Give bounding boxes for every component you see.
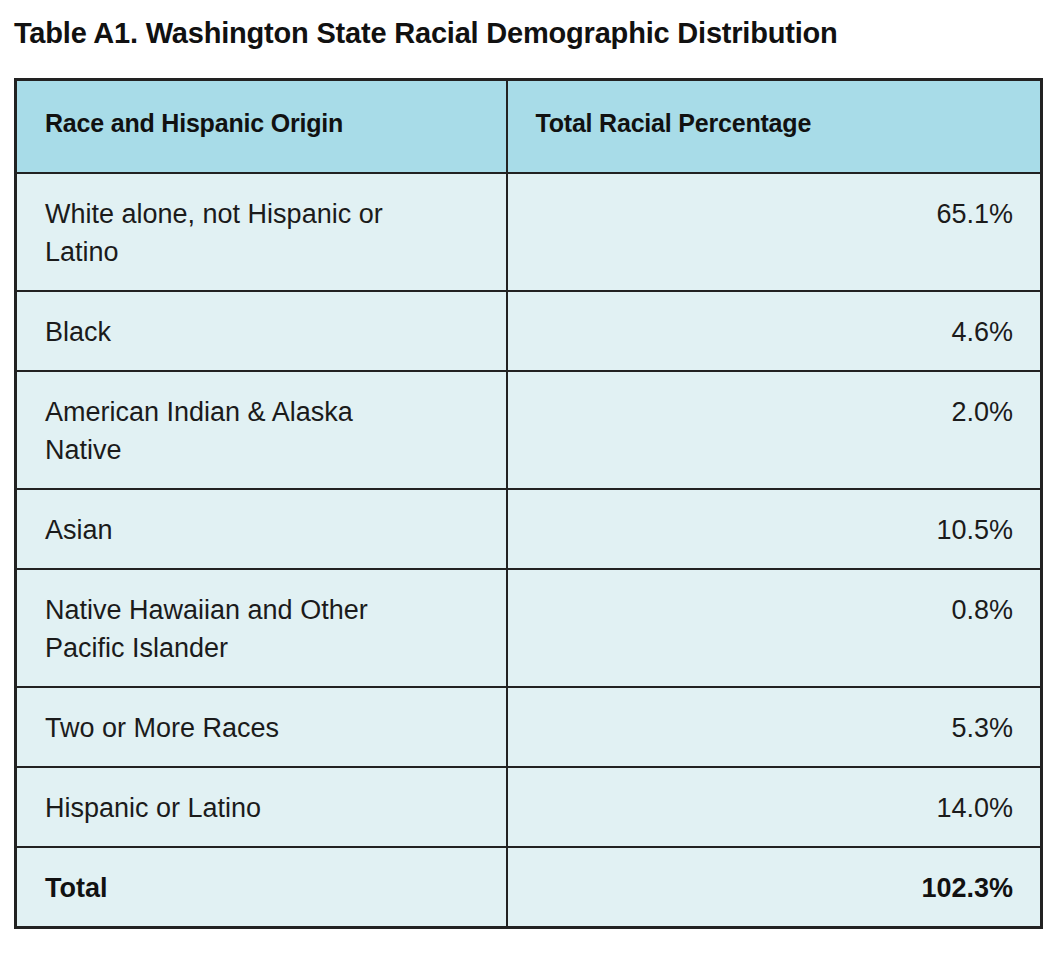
table-row: Asian 10.5% (16, 489, 1042, 569)
percentage-value-cell: 5.3% (507, 687, 1042, 767)
race-label: American Indian & Alaska Native (45, 393, 435, 469)
percentage-value-cell: 14.0% (507, 767, 1042, 847)
table-row: American Indian & Alaska Native 2.0% (16, 371, 1042, 489)
race-label-cell: American Indian & Alaska Native (16, 371, 507, 489)
table-header-row: Race and Hispanic Origin Total Racial Pe… (16, 80, 1042, 174)
percentage-value-cell: 4.6% (507, 291, 1042, 371)
table-total-row: Total 102.3% (16, 847, 1042, 928)
race-label-cell: Native Hawaiian and Other Pacific Island… (16, 569, 507, 687)
race-label-cell: Asian (16, 489, 507, 569)
race-label: Two or More Races (45, 709, 279, 747)
table-row: Hispanic or Latino 14.0% (16, 767, 1042, 847)
race-label-cell: Hispanic or Latino (16, 767, 507, 847)
column-header-percentage: Total Racial Percentage (507, 80, 1042, 174)
percentage-value-cell: 2.0% (507, 371, 1042, 489)
table-row: Two or More Races 5.3% (16, 687, 1042, 767)
race-label: Asian (45, 511, 113, 549)
page: Table A1. Washington State Racial Demogr… (0, 0, 1046, 962)
race-label: White alone, not Hispanic or Latino (45, 195, 435, 271)
race-label: Hispanic or Latino (45, 789, 261, 827)
total-label-cell: Total (16, 847, 507, 928)
race-label: Black (45, 313, 111, 351)
demographics-table: Race and Hispanic Origin Total Racial Pe… (14, 78, 1043, 929)
table-row: Black 4.6% (16, 291, 1042, 371)
race-label-cell: White alone, not Hispanic or Latino (16, 173, 507, 291)
percentage-value-cell: 65.1% (507, 173, 1042, 291)
race-label: Native Hawaiian and Other Pacific Island… (45, 591, 435, 667)
table-row: Native Hawaiian and Other Pacific Island… (16, 569, 1042, 687)
total-value-cell: 102.3% (507, 847, 1042, 928)
table-row: White alone, not Hispanic or Latino 65.1… (16, 173, 1042, 291)
percentage-value-cell: 0.8% (507, 569, 1042, 687)
race-label-cell: Two or More Races (16, 687, 507, 767)
column-header-race: Race and Hispanic Origin (16, 80, 507, 174)
table-caption: Table A1. Washington State Racial Demogr… (14, 15, 1046, 51)
race-label-cell: Black (16, 291, 507, 371)
percentage-value-cell: 10.5% (507, 489, 1042, 569)
